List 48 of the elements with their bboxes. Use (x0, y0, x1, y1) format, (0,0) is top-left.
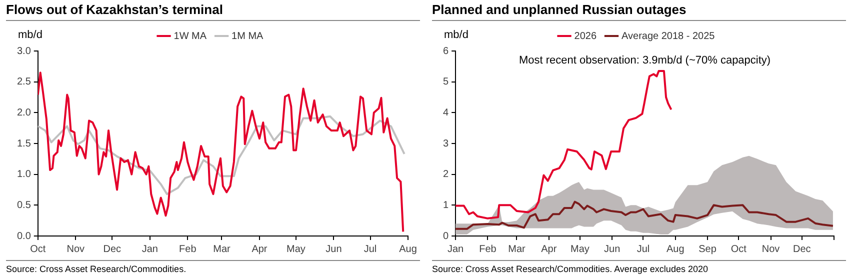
x-tick-label: Mar (213, 244, 232, 255)
annotation: Most recent observation: 3.9mb/d (~70% capapcity) (518, 54, 771, 67)
legend-label: Average 2018 - 2025 (622, 30, 716, 42)
y-tick-label: 1 (443, 200, 449, 211)
x-tick-label: Jan (448, 244, 464, 255)
y-tick-label: 6 (443, 46, 449, 57)
y-tick-label: 1.5 (16, 138, 32, 150)
x-tick-label: Aug (666, 244, 684, 255)
y-tick-label: 1.0 (16, 169, 32, 180)
x-tick-label: Jul (364, 244, 377, 255)
x-tick-label: Aug (399, 244, 417, 255)
x-tick-label: Jun (326, 244, 342, 255)
chart-title: Planned and unplanned Russian outages (432, 0, 846, 21)
x-tick-label: Jan (142, 244, 158, 255)
y-tick-label: 2 (443, 169, 449, 180)
x-tick-label: Oct (30, 244, 46, 255)
source-note: Source: Cross Asset Research/Commodities. (6, 260, 420, 277)
x-tick-label: Apr (252, 244, 268, 255)
y-axis-title: mb/d (444, 29, 468, 42)
y-tick-label: 0.5 (16, 200, 32, 211)
x-tick-label: Dec (792, 244, 811, 255)
y-axis-title: mb/d (18, 29, 42, 42)
x-tick-label: Oct (730, 244, 747, 255)
x-tick-label: Nov (66, 244, 85, 255)
y-tick-label: 0.0 (16, 230, 32, 242)
chart-title: Flows out of Kazakhstan’s terminal (6, 0, 420, 21)
x-tick-label: Mar (508, 244, 526, 255)
x-tick-label: Feb (179, 244, 197, 255)
y-tick-label: 3.0 (16, 46, 32, 57)
x-tick-label: May (286, 244, 306, 255)
x-tick-label: Sep (698, 244, 717, 255)
x-tick-label: Apr (541, 244, 558, 255)
x-tick-label: Jun (604, 244, 620, 255)
source-note: Source: Cross Asset Research/Commodities. Average excludes 2020 (432, 260, 846, 277)
y-tick-label: 5 (443, 76, 449, 88)
x-tick-label: Feb (479, 244, 497, 255)
y-tick-label: 3 (443, 138, 449, 150)
y-tick-label: 0 (443, 230, 449, 242)
y-tick-label: 2.0 (16, 107, 32, 118)
x-tick-label: Nov (762, 244, 780, 255)
legend-label: 2026 (574, 30, 597, 42)
x-tick-label: May (570, 244, 590, 255)
legend-label: 1M MA (232, 30, 264, 42)
y-tick-label: 2.5 (16, 76, 32, 88)
y-tick-label: 4 (443, 107, 449, 118)
x-tick-label: Jul (636, 244, 650, 255)
legend-label: 1W MA (174, 30, 207, 42)
x-tick-label: Dec (103, 244, 122, 255)
